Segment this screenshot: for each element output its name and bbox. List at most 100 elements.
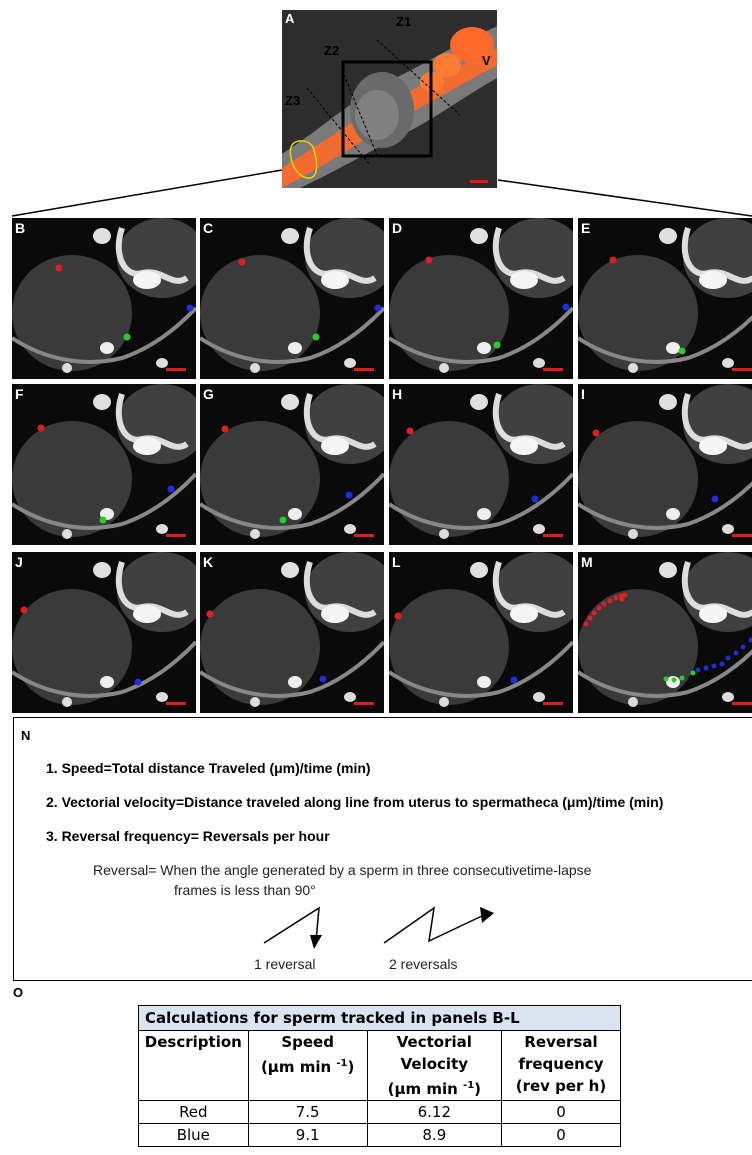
- green-sperm: [678, 347, 686, 355]
- micrograph-image: [200, 552, 384, 707]
- zone-label-z3: Z3: [285, 93, 301, 108]
- blue-sperm-track: [748, 637, 752, 643]
- panel-label: C: [203, 220, 214, 236]
- micrograph-image: [578, 384, 752, 539]
- panel-label: E: [581, 220, 591, 236]
- table-row: Red 7.5 6.12 0: [138, 1100, 622, 1124]
- scale-bar: [543, 702, 563, 705]
- header-description: Description: [138, 1030, 249, 1101]
- micrograph-image: [578, 552, 752, 707]
- definition-vectorial-velocity: 2. Vectorial velocity=Distance traveled …: [46, 794, 664, 810]
- table-caption: Calculations for sperm tracked in panels…: [138, 1005, 621, 1031]
- blue-sperm: [510, 676, 518, 684]
- scale-bar: [354, 702, 374, 705]
- zone-label-z1: Z1: [396, 14, 412, 29]
- panel-a-image: [282, 26, 497, 188]
- example-two-reversals: 2 reversals: [389, 956, 458, 972]
- red-sperm: [592, 429, 600, 437]
- blue-sperm: [531, 495, 539, 503]
- two-reversal-path: [383, 906, 485, 944]
- blue-sperm-track: [733, 650, 739, 656]
- red-sperm: [221, 425, 229, 433]
- blue-sperm: [134, 678, 142, 686]
- micrograph-image: [12, 552, 196, 707]
- panel-label-o: O: [13, 985, 24, 1000]
- red-sperm-track: [622, 592, 628, 598]
- panel-n-definitions: N 1. Speed=Total distance Traveled (μm)/…: [13, 717, 752, 981]
- timelapse-frame: E: [578, 218, 752, 379]
- timelapse-frame: B: [12, 218, 196, 379]
- micrograph-image: [12, 384, 196, 539]
- panel-label: L: [392, 554, 401, 570]
- zoom-connector: [11, 169, 752, 217]
- definition-speed: 1. Speed=Total distance Traveled (μm)/ti…: [46, 760, 371, 776]
- table-row: Blue 9.1 8.9 0: [138, 1123, 622, 1147]
- red-sperm: [425, 256, 433, 264]
- reversal-definition-line2: frames is less than 90°: [174, 882, 316, 898]
- micrograph-image: [200, 218, 384, 373]
- green-sperm-track: [690, 670, 696, 676]
- micrograph-image: [389, 384, 573, 539]
- blue-sperm: [374, 304, 382, 312]
- sperm-calculation-table: Calculations for sperm tracked in panels…: [138, 1005, 622, 1147]
- red-sperm-track: [613, 595, 619, 601]
- red-sperm-track: [591, 610, 597, 616]
- panel-label: M: [581, 554, 593, 570]
- scale-bar: [543, 534, 563, 537]
- scale-bar: [166, 368, 186, 371]
- timelapse-frame: L: [389, 552, 573, 713]
- scale-bar: [732, 368, 752, 371]
- definition-reversal-frequency: 3. Reversal frequency= Reversals per hou…: [46, 828, 330, 844]
- scale-bar: [166, 534, 186, 537]
- example-one-reversal: 1 reversal: [254, 956, 316, 972]
- green-sperm-track: [663, 676, 669, 682]
- green-sperm: [99, 516, 107, 524]
- red-sperm-track: [607, 598, 613, 604]
- panel-label: F: [15, 386, 24, 402]
- blue-sperm-track: [740, 644, 746, 650]
- arrow-head-icon: [480, 907, 494, 923]
- panel-a-micrograph: A Z1 Z2 Z3 V: [282, 10, 497, 188]
- blue-sperm: [711, 495, 719, 503]
- red-sperm: [394, 612, 402, 620]
- panel-label: H: [392, 386, 403, 402]
- timelapse-frame: J: [12, 552, 196, 713]
- blue-sperm: [562, 303, 570, 311]
- red-sperm: [55, 264, 63, 272]
- red-sperm: [37, 424, 45, 432]
- arrow-head-icon: [310, 935, 322, 949]
- panel-label: G: [203, 386, 214, 402]
- micrograph-image: [389, 552, 573, 707]
- timelapse-frame: G: [200, 384, 384, 545]
- red-sperm-track: [619, 596, 625, 602]
- timelapse-frame: D: [389, 218, 573, 379]
- panel-label: A: [285, 11, 295, 26]
- scale-bar: [354, 368, 374, 371]
- micrograph-image: [389, 218, 573, 373]
- red-sperm-track: [601, 601, 607, 607]
- panel-label: B: [15, 220, 26, 236]
- red-sperm: [406, 427, 414, 435]
- panel-label: D: [392, 220, 403, 236]
- zone-label-z2: Z2: [324, 43, 340, 58]
- scale-bar: [354, 534, 374, 537]
- green-sperm-track: [679, 675, 685, 681]
- micrograph-image: [12, 218, 196, 373]
- green-sperm-track: [671, 677, 677, 683]
- timelapse-frame: M: [578, 552, 752, 713]
- red-sperm: [20, 606, 28, 614]
- panel-label: J: [15, 554, 23, 570]
- blue-sperm-track: [703, 665, 709, 671]
- panel-label: N: [21, 728, 31, 743]
- timelapse-frame: K: [200, 552, 384, 713]
- scale-bar: [166, 702, 186, 705]
- blue-sperm-track: [719, 661, 725, 667]
- red-sperm: [238, 258, 246, 266]
- blue-sperm: [167, 485, 175, 493]
- scale-bar: [543, 368, 563, 371]
- panel-label: I: [581, 386, 585, 402]
- green-sperm: [493, 341, 501, 349]
- blue-sperm: [319, 675, 327, 683]
- reversal-definition-line1: Reversal= When the angle generated by a …: [93, 862, 592, 878]
- micrograph-image: [200, 384, 384, 539]
